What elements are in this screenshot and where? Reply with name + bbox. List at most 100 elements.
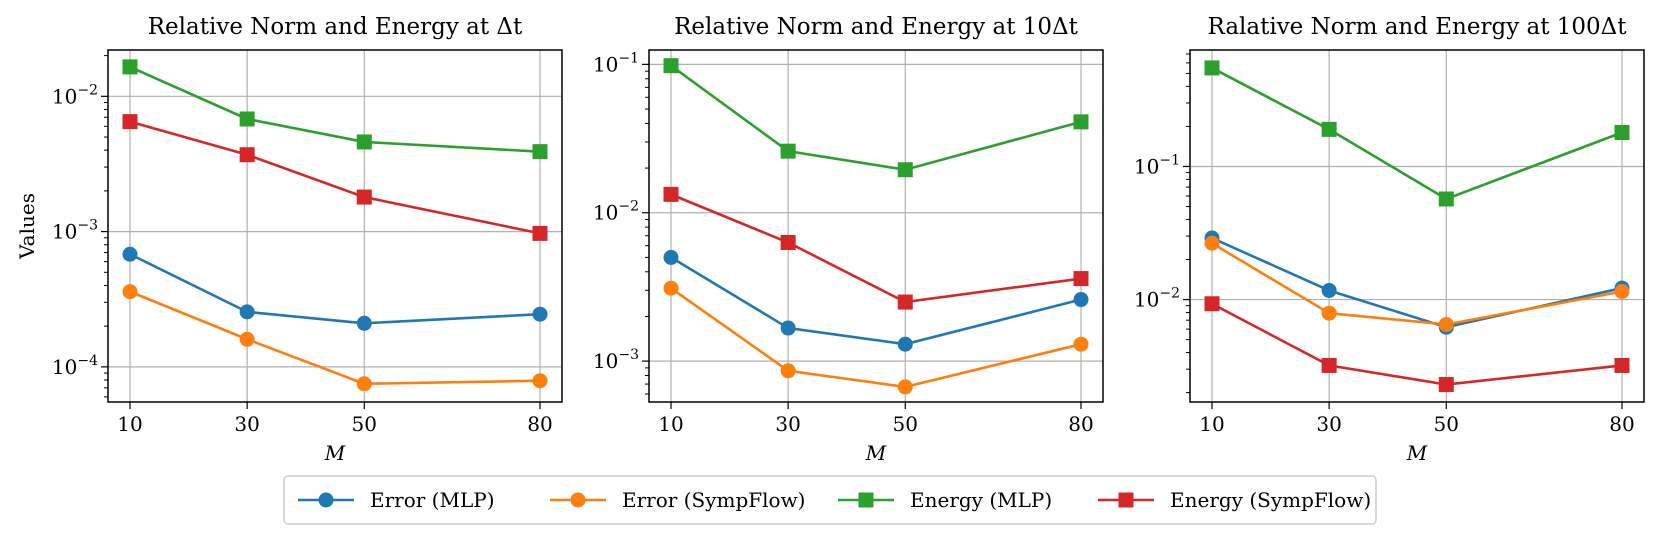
series-line	[670, 287, 1082, 389]
plot-frame	[107, 49, 563, 403]
legend-label: Error (MLP)	[370, 488, 495, 512]
data-point	[532, 373, 548, 389]
x-tick-label: 50	[1434, 412, 1459, 436]
y-tick-label: 10−2	[593, 199, 639, 225]
x-tick-label: 80	[1609, 412, 1634, 436]
x-axis-label: M	[865, 441, 887, 465]
legend-marker	[1118, 492, 1134, 508]
data-point	[663, 58, 679, 74]
data-point	[239, 304, 255, 320]
series-line	[670, 193, 1082, 304]
y-tick-label: 10−4	[52, 353, 98, 379]
data-point	[122, 284, 138, 300]
data-point	[1321, 305, 1337, 321]
series-line	[670, 64, 1082, 172]
data-point	[1614, 357, 1630, 373]
data-point	[356, 189, 372, 205]
plot-frame	[648, 49, 1104, 403]
data-point	[1321, 121, 1337, 137]
legend-box	[283, 475, 1377, 525]
data-point	[122, 114, 138, 130]
data-point	[1438, 191, 1454, 207]
data-point	[1614, 283, 1630, 299]
data-point	[897, 162, 913, 178]
data-point	[356, 134, 372, 150]
series-line	[1211, 66, 1623, 201]
legend-marker	[858, 492, 874, 508]
series-line	[129, 253, 541, 325]
chart-title: Relative Norm and Energy at 10Δt	[674, 14, 1079, 40]
y-tick-label: 10−3	[52, 218, 98, 244]
series-line	[129, 65, 541, 153]
data-point	[356, 315, 372, 331]
chart-panel-3: 10 30 50 80 10−2 10−1 Ralative Norm and Energy…	[1134, 14, 1645, 465]
y-tick-label: 10−3	[593, 347, 639, 373]
series-line	[1211, 242, 1623, 326]
data-point	[897, 379, 913, 395]
data-point	[780, 363, 796, 379]
legend-marker	[318, 492, 334, 508]
data-point	[532, 306, 548, 322]
x-tick-label: 50	[352, 412, 377, 436]
data-point	[356, 376, 372, 392]
data-point	[1438, 377, 1454, 393]
data-point	[780, 320, 796, 336]
series-line	[129, 120, 541, 235]
series-line	[670, 256, 1082, 346]
data-point	[1321, 357, 1337, 373]
x-axis-label: M	[1406, 441, 1428, 465]
x-tick-label: 80	[1068, 412, 1093, 436]
data-point	[663, 249, 679, 265]
legend-marker	[570, 492, 586, 508]
data-point	[1073, 292, 1089, 308]
data-point	[122, 59, 138, 75]
x-tick-label: 50	[893, 412, 918, 436]
y-tick-label: 10−1	[1134, 152, 1180, 178]
data-point	[1204, 60, 1220, 76]
data-point	[1614, 124, 1630, 140]
data-point	[780, 235, 796, 251]
data-point	[897, 294, 913, 310]
data-point	[239, 111, 255, 127]
x-tick-label: 30	[775, 412, 800, 436]
charts-container: 10 30 50 80 10−4 10−3 10−2 Relative Norm and En…	[52, 14, 1645, 465]
x-tick-label: 10	[1199, 412, 1224, 436]
legend-label: Energy (SympFlow)	[1170, 488, 1371, 512]
data-point	[122, 246, 138, 262]
data-point	[663, 280, 679, 296]
y-tick-label: 10−2	[1134, 286, 1180, 312]
x-tick-label: 30	[1316, 412, 1341, 436]
y-tick-label: 10−1	[593, 50, 639, 76]
data-point	[532, 225, 548, 241]
chart-panel-2: 10 30 50 80 10−3 10−2 10−1 Relative Norm and En…	[593, 14, 1104, 465]
series-line	[1211, 302, 1623, 386]
plot-frame	[1189, 49, 1645, 403]
chart-panel-1: 10 30 50 80 10−4 10−3 10−2 Relative Norm and En…	[52, 14, 563, 465]
legend-label: Error (SympFlow)	[622, 488, 806, 512]
data-point	[1321, 282, 1337, 298]
legend-label: Energy (MLP)	[910, 488, 1052, 512]
x-tick-label: 80	[527, 412, 552, 436]
data-point	[532, 144, 548, 160]
legend: Error (MLP) Error (SympFlow) Energy (MLP) E…	[283, 475, 1377, 525]
data-point	[780, 143, 796, 159]
x-tick-label: 10	[658, 412, 683, 436]
x-tick-label: 10	[117, 412, 142, 436]
y-axis-label: Values	[15, 193, 39, 260]
chart-title: Relative Norm and Energy at Δt	[148, 14, 523, 40]
data-point	[1073, 336, 1089, 352]
x-axis-label: M	[324, 441, 346, 465]
data-point	[1073, 114, 1089, 130]
data-point	[1204, 296, 1220, 312]
data-point	[239, 331, 255, 347]
chart-title: Ralative Norm and Energy at 100Δt	[1207, 14, 1627, 40]
data-point	[1204, 235, 1220, 251]
series-line	[1211, 236, 1623, 329]
data-point	[1073, 271, 1089, 287]
data-point	[1438, 316, 1454, 332]
y-tick-label: 10−2	[52, 82, 98, 108]
series-line	[129, 290, 541, 386]
x-tick-label: 30	[234, 412, 259, 436]
data-point	[239, 147, 255, 163]
